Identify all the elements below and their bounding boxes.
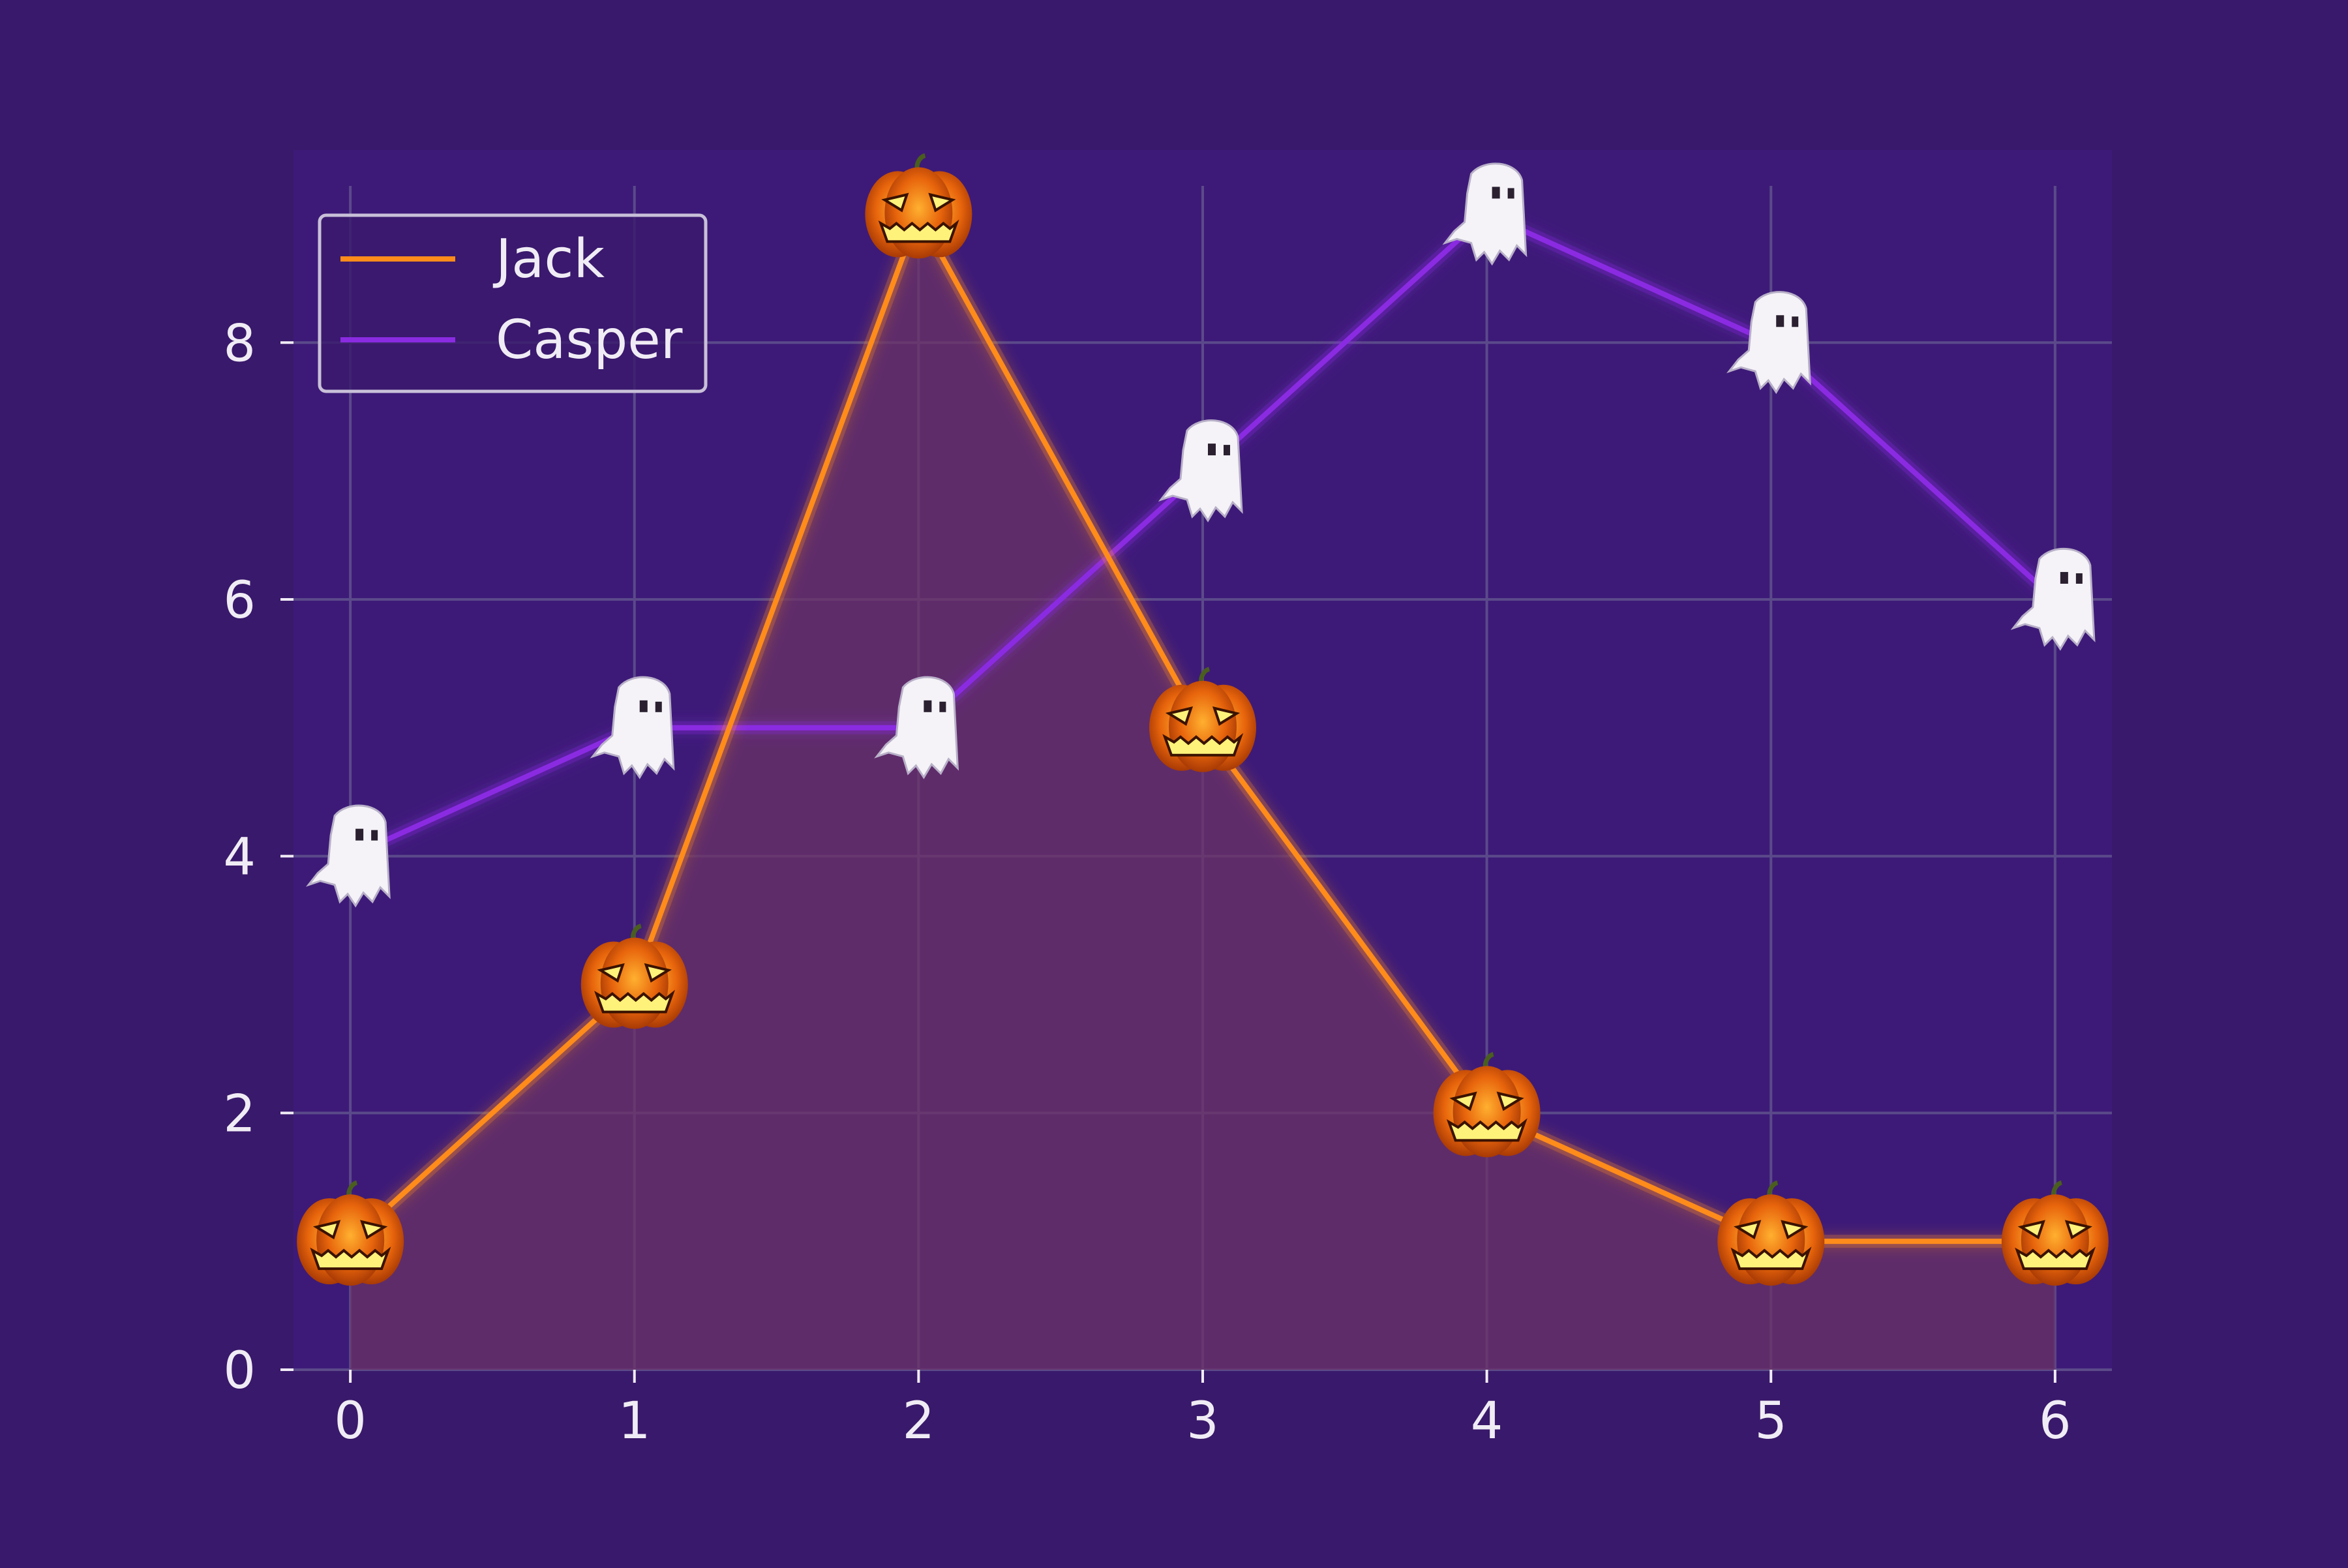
y-tick-label-0: 0	[223, 1342, 256, 1400]
pumpkin-body	[600, 937, 669, 1029]
x-tick-label-0: 0	[334, 1392, 367, 1451]
ghost-eye	[1792, 316, 1799, 327]
pumpkin-body	[884, 167, 953, 259]
jack-point-4	[1433, 1051, 1541, 1158]
legend-label-jack: Jack	[492, 228, 605, 290]
jack-point-6	[2001, 1180, 2109, 1286]
ghost-eye	[655, 701, 662, 712]
pumpkin-body	[2021, 1194, 2089, 1286]
pumpkin-body	[1737, 1194, 1805, 1286]
ghost-body	[874, 676, 959, 779]
pumpkin-eye	[1734, 1220, 1762, 1240]
pumpkin-eye	[2017, 1220, 2045, 1240]
y-tick-label-6: 6	[223, 571, 256, 630]
casper-point-3	[1158, 419, 1243, 522]
x-tick-label-5: 5	[1754, 1392, 1787, 1451]
pumpkin-body	[1169, 680, 1237, 772]
jack-point-2	[865, 153, 972, 259]
x-tick-label-3: 3	[1186, 1392, 1219, 1451]
axes: 0 1 2 3 4 5 6 0 2 4 6 8	[223, 314, 2071, 1451]
pumpkin-eye	[312, 1220, 341, 1240]
ghost-eye	[355, 828, 364, 841]
casper-point-2	[874, 676, 959, 779]
series-area-jack	[350, 214, 2055, 1370]
ghost-body	[590, 676, 675, 779]
series-markers	[297, 153, 2109, 1286]
pumpkin-eye	[644, 963, 672, 983]
pumpkin-eye	[360, 1220, 388, 1240]
pumpkin-eye	[2064, 1220, 2093, 1240]
ghost-eye	[939, 701, 946, 712]
jack-point-0	[297, 1180, 404, 1286]
pumpkin-eye	[1496, 1091, 1524, 1111]
pumpkin-mouth	[310, 1246, 391, 1271]
casper-point-0	[305, 804, 391, 908]
ghost-eye	[1507, 188, 1514, 199]
ghost-body	[1442, 162, 1528, 266]
pumpkin-mouth	[1446, 1118, 1528, 1142]
y-tick-label-8: 8	[223, 314, 256, 373]
ghost-body	[2010, 547, 2096, 651]
legend-label-casper: Casper	[496, 309, 683, 371]
ghost-eye	[371, 830, 378, 841]
pumpkin-mouth	[1162, 732, 1244, 757]
ghost-eye	[1224, 445, 1230, 456]
ghost-body	[1726, 291, 1811, 395]
ghost-body	[305, 804, 391, 908]
ghost-eye	[2075, 573, 2083, 584]
x-tick-label-2: 2	[903, 1392, 935, 1451]
ghost-eye	[639, 700, 648, 712]
pumpkin-body	[316, 1194, 385, 1286]
y-tick-label-4: 4	[223, 828, 256, 887]
x-tick-label-4: 4	[1471, 1392, 1503, 1451]
x-tick-label-1: 1	[618, 1392, 651, 1451]
casper-point-4	[1442, 162, 1528, 266]
pumpkin-mouth	[594, 989, 676, 1014]
pumpkin-mouth	[878, 219, 959, 243]
pumpkin-mouth	[2015, 1246, 2096, 1271]
pumpkin-mouth	[1730, 1246, 1812, 1271]
pumpkin-eye	[1781, 1220, 1809, 1240]
pumpkin-eye	[1165, 706, 1194, 726]
ghost-eye	[924, 700, 932, 712]
pumpkin-eye	[928, 192, 956, 213]
pumpkin-eye	[881, 192, 909, 213]
pumpkin-eye	[597, 963, 625, 983]
pumpkin-eye	[1449, 1091, 1477, 1111]
jack-point-5	[1717, 1180, 1825, 1286]
casper-point-1	[590, 676, 675, 779]
area-fill-layer	[350, 214, 2055, 1370]
jack-point-3	[1149, 667, 1256, 772]
ghost-eye	[1492, 187, 1500, 199]
ghost-eye	[2060, 571, 2068, 584]
legend: Jack Casper	[318, 213, 708, 393]
x-tick-label-6: 6	[2039, 1392, 2071, 1451]
pumpkin-body	[1452, 1066, 1521, 1158]
ghost-body	[1158, 419, 1243, 522]
casper-point-5	[1726, 291, 1811, 395]
ghost-eye	[1776, 315, 1784, 327]
casper-point-6	[2010, 547, 2096, 651]
y-tick-label-2: 2	[223, 1085, 256, 1143]
ghost-eye	[1208, 444, 1216, 456]
pumpkin-eye	[1212, 706, 1241, 726]
jack-point-1	[580, 924, 688, 1029]
